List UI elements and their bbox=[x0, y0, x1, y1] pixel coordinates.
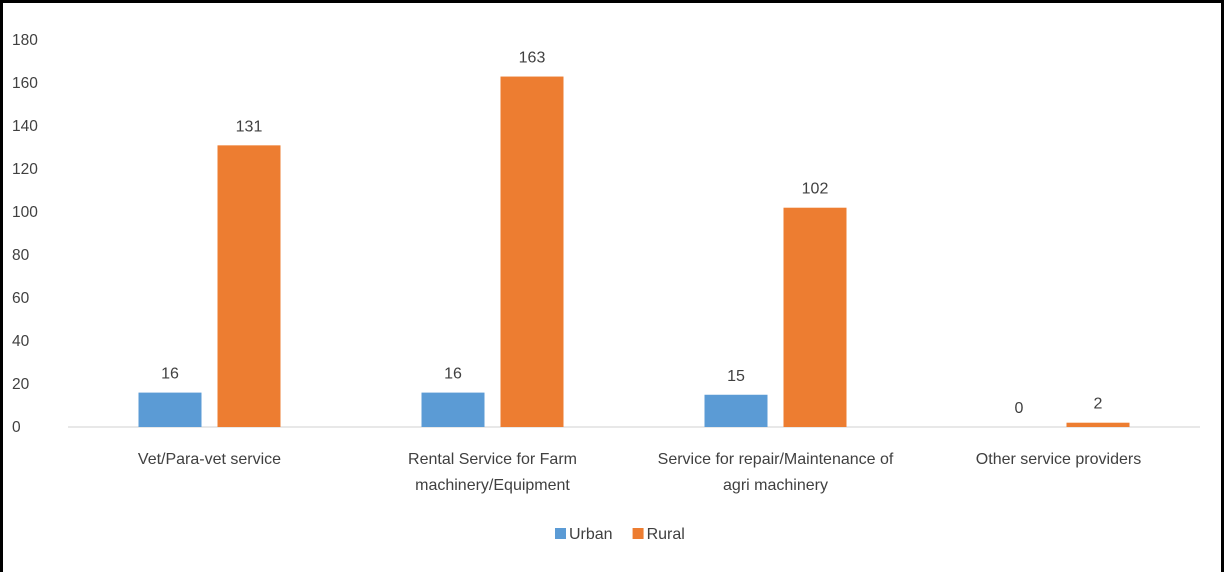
data-label: 16 bbox=[161, 366, 179, 383]
y-tick-label: 140 bbox=[12, 118, 38, 135]
category-label: Other service providers bbox=[976, 451, 1141, 468]
legend-swatch-urban bbox=[555, 528, 566, 539]
y-tick-label: 100 bbox=[12, 204, 38, 221]
category-label: Service for repair/Maintenance of bbox=[658, 451, 894, 468]
data-label: 16 bbox=[444, 366, 462, 383]
data-label: 15 bbox=[727, 368, 745, 385]
bar-urban bbox=[138, 392, 202, 427]
data-label: 131 bbox=[236, 118, 263, 135]
bar-urban bbox=[421, 392, 485, 427]
legend-swatch-rural bbox=[632, 528, 644, 539]
category-label: machinery/Equipment bbox=[415, 477, 570, 494]
y-tick-label: 20 bbox=[12, 376, 30, 393]
y-tick-label: 160 bbox=[12, 75, 38, 92]
bar-urban bbox=[704, 394, 768, 427]
data-label: 0 bbox=[1015, 400, 1024, 417]
category-label: Vet/Para-vet service bbox=[138, 451, 281, 468]
legend-label-urban: Urban bbox=[569, 526, 613, 543]
data-label: 2 bbox=[1094, 396, 1103, 413]
bar-rural bbox=[1066, 422, 1130, 427]
bar-rural bbox=[783, 207, 847, 427]
bar-rural bbox=[500, 76, 564, 428]
y-tick-label: 120 bbox=[12, 161, 38, 178]
bar-rural bbox=[217, 145, 281, 427]
y-tick-label: 60 bbox=[12, 290, 30, 307]
category-label: agri machinery bbox=[723, 477, 828, 494]
y-tick-label: 180 bbox=[12, 32, 38, 49]
category-label: Rental Service for Farm bbox=[408, 451, 577, 468]
y-tick-label: 80 bbox=[12, 247, 30, 264]
legend-label-rural: Rural bbox=[647, 526, 685, 543]
data-label: 163 bbox=[519, 50, 546, 67]
y-tick-label: 40 bbox=[12, 333, 30, 350]
data-label: 102 bbox=[802, 181, 829, 198]
y-tick-label: 0 bbox=[12, 419, 21, 436]
